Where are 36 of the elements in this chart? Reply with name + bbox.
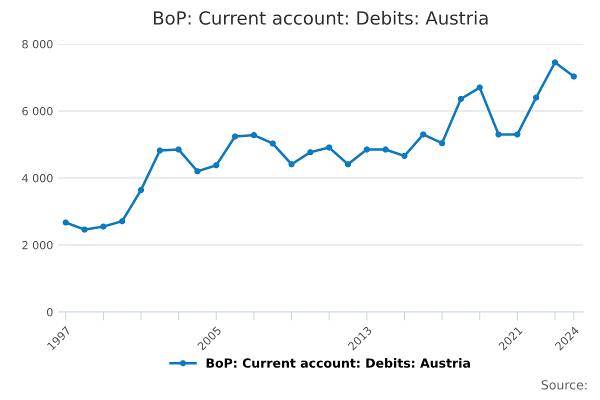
point <box>176 146 182 153</box>
point <box>213 162 220 168</box>
source-note: Source: <box>542 380 587 390</box>
point <box>420 131 426 138</box>
point <box>250 132 258 138</box>
point <box>401 152 408 160</box>
point <box>438 140 446 146</box>
y-tick-label: 0 <box>47 308 53 316</box>
point <box>62 219 69 226</box>
y-tick-label: 6 000 <box>22 106 53 116</box>
point <box>570 73 577 80</box>
point <box>270 140 276 147</box>
y-tick-label: 2 000 <box>22 240 53 250</box>
point <box>476 84 483 91</box>
y-tick-label: 8 000 <box>22 40 53 48</box>
legend-label: BoP: Current account: Debits: Austria <box>206 358 470 368</box>
point <box>156 147 163 154</box>
point <box>344 161 352 168</box>
point <box>495 131 502 138</box>
point <box>458 96 464 102</box>
point <box>288 161 295 168</box>
point <box>364 146 370 153</box>
point <box>514 131 520 138</box>
point <box>81 226 88 233</box>
point <box>232 133 238 140</box>
y-tick-label: 4 000 <box>22 174 53 182</box>
chart-title: BoP: Current account: Debits: Austria <box>154 10 488 25</box>
point <box>382 146 389 153</box>
point <box>138 186 144 194</box>
point <box>100 223 106 230</box>
point <box>194 168 201 174</box>
point <box>326 144 332 151</box>
point <box>552 59 558 66</box>
point <box>533 94 540 101</box>
point <box>119 218 126 224</box>
point <box>307 149 314 156</box>
